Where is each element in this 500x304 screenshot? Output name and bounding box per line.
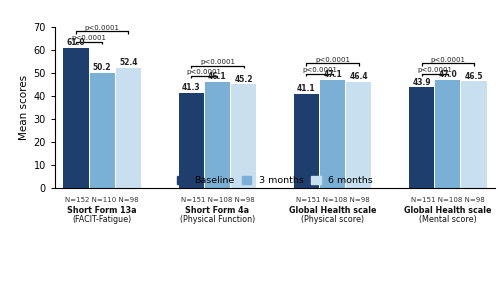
Bar xyxy=(320,80,345,188)
Text: 46.5: 46.5 xyxy=(465,71,483,81)
Bar xyxy=(409,88,434,188)
Text: 61.0: 61.0 xyxy=(66,38,86,47)
Text: N=151 N=108 N=98: N=151 N=108 N=98 xyxy=(296,197,370,202)
Text: 47.1: 47.1 xyxy=(323,70,342,79)
Text: 41.1: 41.1 xyxy=(297,84,316,93)
Bar xyxy=(462,81,486,188)
Text: p<0.0001: p<0.0001 xyxy=(84,25,120,31)
Bar xyxy=(294,94,319,188)
Text: N=151 N=108 N=98: N=151 N=108 N=98 xyxy=(411,197,484,202)
Text: Short Form 4a: Short Form 4a xyxy=(186,206,250,215)
Y-axis label: Mean scores: Mean scores xyxy=(20,75,30,140)
Text: p<0.0001: p<0.0001 xyxy=(418,67,452,73)
Bar xyxy=(116,68,141,188)
Text: (Physical score): (Physical score) xyxy=(301,215,364,224)
Text: 46.1: 46.1 xyxy=(208,72,227,81)
Text: p<0.0001: p<0.0001 xyxy=(72,35,106,41)
Legend: Baseline, 3 months, 6 months: Baseline, 3 months, 6 months xyxy=(177,176,373,185)
Bar xyxy=(436,80,460,188)
Text: 47.0: 47.0 xyxy=(438,71,457,79)
Bar xyxy=(90,73,114,188)
Text: Short Form 13a: Short Form 13a xyxy=(68,206,137,215)
Text: (Mental score): (Mental score) xyxy=(419,215,476,224)
Text: Global Health scale: Global Health scale xyxy=(404,206,492,215)
Text: Global Health scale: Global Health scale xyxy=(289,206,376,215)
Text: 52.4: 52.4 xyxy=(119,58,138,67)
Bar xyxy=(346,82,372,188)
Text: 41.3: 41.3 xyxy=(182,84,201,92)
Text: p<0.0001: p<0.0001 xyxy=(315,57,350,63)
Text: p<0.0001: p<0.0001 xyxy=(200,59,235,65)
Text: 50.2: 50.2 xyxy=(93,63,112,72)
Text: N=152 N=110 N=98: N=152 N=110 N=98 xyxy=(66,197,139,202)
Text: (FACIT-Fatigue): (FACIT-Fatigue) xyxy=(72,215,132,224)
Bar xyxy=(205,82,230,188)
Text: (Physical Function): (Physical Function) xyxy=(180,215,255,224)
Text: p<0.0001: p<0.0001 xyxy=(187,69,222,75)
Text: 45.2: 45.2 xyxy=(234,74,253,84)
Text: p<0.0001: p<0.0001 xyxy=(430,57,466,63)
Text: 46.4: 46.4 xyxy=(350,72,368,81)
Bar xyxy=(64,48,88,188)
Bar xyxy=(231,85,256,188)
Text: p<0.0001: p<0.0001 xyxy=(302,67,337,73)
Bar xyxy=(178,93,204,188)
Text: 43.9: 43.9 xyxy=(412,78,431,87)
Text: N=151 N=108 N=98: N=151 N=108 N=98 xyxy=(180,197,254,202)
